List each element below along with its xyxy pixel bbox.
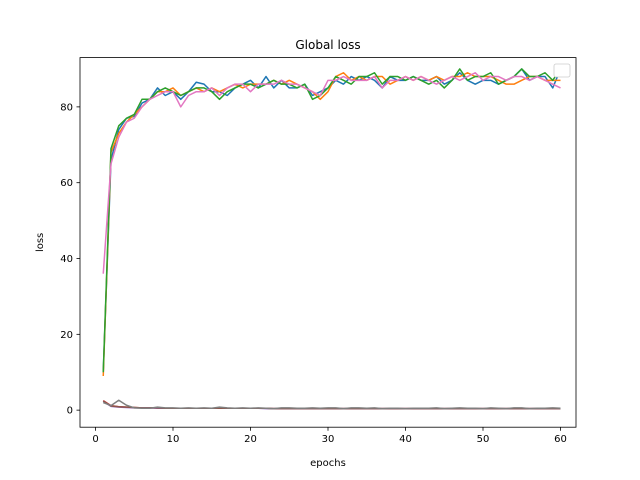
series-layer xyxy=(102,68,562,410)
x-tick-label: 30 xyxy=(322,434,335,445)
y-tick-label: 80 xyxy=(60,102,73,113)
y-tick-label: 0 xyxy=(67,406,73,417)
series-line-3 xyxy=(102,68,562,373)
x-axis-ticks: 0 10 20 30 40 50 60 xyxy=(92,427,567,445)
chart-title: Global loss xyxy=(295,38,360,52)
x-tick-label: 10 xyxy=(167,434,180,445)
series-line-4 xyxy=(102,72,561,274)
plot-area xyxy=(80,57,576,428)
x-tick-label: 40 xyxy=(399,434,412,445)
x-tick-label: 0 xyxy=(92,434,98,445)
plot-frame xyxy=(79,57,577,428)
x-tick-label: 50 xyxy=(477,434,490,445)
y-axis-label: loss xyxy=(35,233,46,252)
y-axis-ticks: 0 20 40 60 80 xyxy=(60,102,80,417)
x-tick-label: 20 xyxy=(244,434,257,445)
legend-box xyxy=(553,63,571,78)
x-axis-label: epochs xyxy=(310,458,346,469)
y-tick-label: 60 xyxy=(60,178,73,189)
y-tick-label: 40 xyxy=(60,254,73,265)
series-line-8 xyxy=(102,399,561,410)
y-tick-label: 20 xyxy=(60,330,73,341)
x-tick-label: 60 xyxy=(554,434,567,445)
